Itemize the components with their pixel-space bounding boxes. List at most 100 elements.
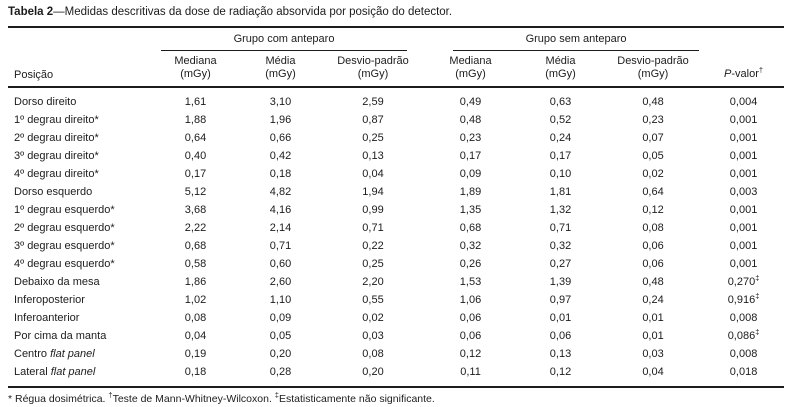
sem-mediana-value: 0,68 — [459, 222, 482, 234]
p-valor-dagger: † — [758, 65, 764, 75]
com-media-value: 2,14 — [269, 222, 292, 234]
p-value-label: 0,003 — [729, 186, 758, 198]
sem-media-value: 0,27 — [549, 258, 572, 270]
table-title-label: Tabela 2 — [8, 6, 54, 18]
p-value-flag: ‡ — [755, 327, 760, 337]
sem-mediana-value: 1,89 — [459, 186, 482, 198]
position-label: 4º degrau esquerdo* — [14, 258, 115, 270]
sem-desvio-value: 0,01 — [642, 330, 664, 342]
com-mediana-value: 0,19 — [184, 348, 207, 360]
p-value-label: 0,001 — [729, 114, 758, 126]
table-row: 3º degrau direito* 0,40 0,42 0,13 0,17 0… — [8, 147, 784, 165]
position-label: 1º degrau direito* — [14, 114, 99, 126]
position-label: Centro — [14, 348, 51, 360]
com-mediana-value: 3,68 — [184, 204, 207, 216]
position-label: 2º degrau esquerdo* — [14, 222, 115, 234]
p-value-cell: 0,001 — [703, 111, 784, 129]
column-header-posicao: Posição — [8, 27, 153, 88]
com-media-value: 0,18 — [269, 168, 292, 180]
position-cell: Dorso direito — [8, 87, 153, 111]
com-media-value: 0,28 — [238, 363, 323, 388]
group-header-sem-anteparo-label: Grupo sem anteparo — [453, 33, 700, 51]
footnote-dagger-icon: † — [108, 390, 113, 400]
dose-table: Posição Grupo com anteparo Grupo sem ant… — [8, 26, 785, 388]
group-header-row: Posição Grupo com anteparo Grupo sem ant… — [8, 27, 784, 88]
com-mediana-value: 0,08 — [184, 312, 207, 324]
sem-media-value: 0,63 — [549, 96, 572, 108]
column-header-sem-desvio: Desvio-padrão (mGy) — [603, 51, 704, 88]
table-row: Por cima da manta 0,04 0,05 0,03 0,06 0,… — [8, 327, 784, 345]
position-cell: 2º degrau esquerdo* — [8, 219, 153, 237]
sem-mediana-value: 0,09 — [459, 168, 482, 180]
position-cell: 1º degrau esquerdo* — [8, 201, 153, 219]
p-valor-rest: -valor — [731, 68, 759, 80]
sem-desvio-value: 0,04 — [603, 363, 704, 388]
position-label-italic: flat panel — [50, 366, 96, 378]
com-media-value: 0,60 — [269, 258, 292, 270]
position-cell: 3º degrau esquerdo* — [8, 237, 153, 255]
p-value-flag: ‡ — [755, 291, 760, 301]
footnote-dagger-note: Teste de Mann-Whitney-Wilcoxon. — [112, 393, 275, 405]
com-mediana-value: 1,88 — [184, 114, 207, 126]
sem-mediana-value: 0,23 — [459, 132, 482, 144]
sem-media-value: 1,81 — [549, 186, 572, 198]
com-desvio-value: 0,87 — [362, 114, 384, 126]
com-mediana-value: 0,04 — [184, 330, 207, 342]
sem-media-value: 0,97 — [549, 294, 572, 306]
com-desvio-value: 2,20 — [362, 276, 384, 288]
p-value-label: 0,086 — [727, 330, 756, 342]
com-mediana-value: 2,22 — [184, 222, 207, 234]
table-row: 2º degrau esquerdo* 2,22 2,14 0,71 0,68 … — [8, 219, 784, 237]
p-value-cell: 0,001 — [703, 255, 784, 273]
p-value-cell: 0,004 — [703, 87, 784, 111]
sem-media-value: 1,39 — [549, 276, 572, 288]
sem-desvio-value: 0,12 — [642, 204, 664, 216]
position-cell: Lateral flat panel — [8, 363, 153, 388]
table-row: Inferoposterior 1,02 1,10 0,55 1,06 0,97… — [8, 291, 784, 309]
com-media-value: 0,05 — [269, 330, 292, 342]
sem-media-value: 0,06 — [549, 330, 572, 342]
table-footnote: * Régua dosimétrica. †Teste de Mann-Whit… — [8, 390, 784, 406]
group-header-com-anteparo: Grupo com anteparo — [153, 27, 423, 51]
table-row: 4º degrau esquerdo* 0,58 0,60 0,25 0,26 … — [8, 255, 784, 273]
p-value-label: 0,008 — [729, 348, 758, 360]
column-header-p-valor: P-valor† — [703, 51, 785, 88]
sem-media-value: 0,32 — [549, 240, 572, 252]
com-mediana-value: 0,58 — [184, 258, 207, 270]
com-media-value: 0,20 — [269, 348, 292, 360]
position-cell: Debaixo da mesa — [8, 273, 153, 291]
com-media-value: 2,60 — [269, 276, 292, 288]
sem-mediana-value: 0,11 — [423, 363, 519, 388]
com-desvio-value: 0,13 — [362, 150, 384, 162]
p-value-cell: 0,001 — [703, 237, 784, 255]
group-header-sem-anteparo: Grupo sem anteparo — [423, 27, 703, 51]
sem-desvio-value: 0,02 — [642, 168, 664, 180]
com-mediana-value: 1,02 — [184, 294, 207, 306]
position-cell: 4º degrau esquerdo* — [8, 255, 153, 273]
com-mediana-value: 0,17 — [184, 168, 207, 180]
position-cell: 4º degrau direito* — [8, 165, 153, 183]
position-cell: Inferoanterior — [8, 309, 153, 327]
p-value-cell: 0,008 — [703, 309, 784, 327]
p-value-cell: 0,270‡ — [703, 273, 784, 291]
sem-desvio-value: 0,23 — [642, 114, 664, 126]
position-label: Inferoanterior — [14, 312, 80, 324]
table-body: Dorso direito 1,61 3,10 2,59 0,49 0,63 0… — [8, 87, 785, 388]
column-header-com-mediana: Mediana (mGy) — [153, 51, 238, 88]
position-cell: Centro flat panel — [8, 345, 153, 363]
p-value-cell: 0,086‡ — [703, 327, 784, 345]
sem-desvio-value: 0,64 — [642, 186, 664, 198]
position-label: 4º degrau direito* — [14, 168, 99, 180]
sem-mediana-value: 0,48 — [459, 114, 482, 126]
position-cell: Dorso esquerdo — [8, 183, 153, 201]
sem-desvio-value: 0,24 — [642, 294, 664, 306]
position-cell: 2º degrau direito* — [8, 129, 153, 147]
sem-media-value: 0,01 — [549, 312, 572, 324]
com-desvio-value: 0,04 — [362, 168, 384, 180]
sem-media-value: 0,71 — [549, 222, 572, 234]
com-mediana-value: 0,68 — [184, 240, 207, 252]
table-row: Dorso direito 1,61 3,10 2,59 0,49 0,63 0… — [8, 87, 784, 111]
p-value-label: 0,018 — [729, 366, 758, 378]
position-label: Inferoposterior — [14, 294, 85, 306]
